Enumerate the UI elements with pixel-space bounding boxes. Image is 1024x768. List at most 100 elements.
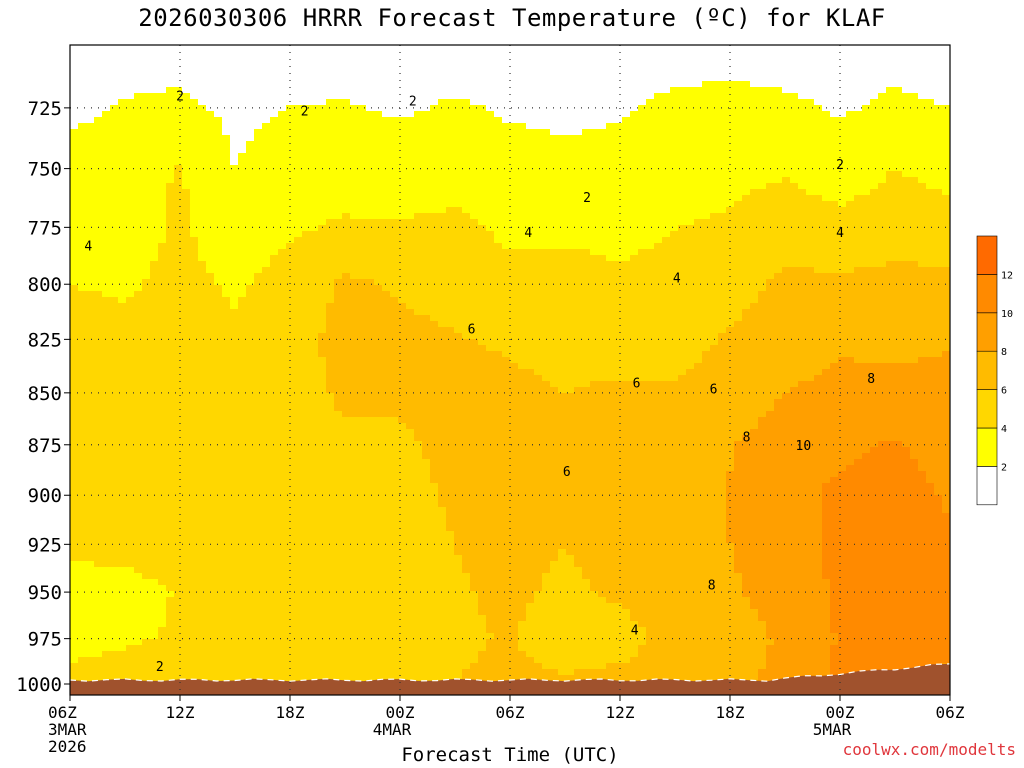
heat-cell: [214, 99, 223, 106]
heat-cell: [422, 597, 431, 604]
heat-cell: [198, 393, 207, 400]
heat-cell: [118, 105, 127, 112]
heat-cell: [174, 447, 183, 454]
heat-cell: [70, 309, 79, 316]
heat-cell: [222, 153, 231, 160]
heat-cell: [326, 441, 335, 448]
heat-cell: [254, 333, 263, 340]
heat-cell: [94, 381, 103, 388]
heat-cell: [94, 357, 103, 364]
heat-cell: [158, 51, 167, 58]
heat-cell: [406, 315, 415, 322]
heat-cell: [398, 279, 407, 286]
heat-cell: [326, 249, 335, 256]
heat-cell: [302, 141, 311, 148]
heat-cell: [126, 669, 135, 676]
heat-cell: [166, 63, 175, 70]
heat-cell: [70, 561, 79, 568]
heat-cell: [182, 675, 191, 682]
heat-cell: [182, 195, 191, 202]
heat-cell: [70, 543, 79, 550]
heat-cell: [150, 585, 159, 592]
heat-cell: [158, 537, 167, 544]
heat-cell: [174, 669, 183, 676]
heat-cell: [398, 45, 407, 52]
heat-cell: [70, 615, 79, 622]
heat-cell: [382, 315, 391, 322]
heat-cell: [126, 435, 135, 442]
heat-cell: [70, 399, 79, 406]
heat-cell: [182, 555, 191, 562]
heat-cell: [126, 531, 135, 538]
heat-cell: [310, 135, 319, 142]
heat-cell: [390, 531, 399, 538]
heat-cell: [278, 477, 287, 484]
heat-cell: [302, 429, 311, 436]
heat-cell: [238, 483, 247, 490]
heat-cell: [222, 591, 231, 598]
heat-cell: [342, 387, 351, 394]
heat-cell: [430, 51, 439, 58]
heat-cell: [238, 645, 247, 652]
heat-cell: [358, 615, 367, 622]
heat-cell: [430, 339, 439, 346]
heat-cell: [366, 195, 375, 202]
heat-cell: [78, 357, 87, 364]
heat-cell: [110, 207, 119, 214]
heat-cell: [222, 381, 231, 388]
heat-cell: [238, 81, 247, 88]
heat-cell: [390, 615, 399, 622]
heat-cell: [358, 657, 367, 664]
heat-cell: [166, 375, 175, 382]
heat-cell: [190, 381, 199, 388]
heat-cell: [134, 87, 143, 94]
heat-cell: [374, 255, 383, 262]
heat-cell: [102, 369, 111, 376]
heat-cell: [166, 657, 175, 664]
heat-cell: [430, 495, 439, 502]
heat-cell: [174, 531, 183, 538]
heat-cell: [398, 297, 407, 304]
heat-cell: [174, 219, 183, 226]
heat-cell: [406, 51, 415, 58]
heat-cell: [246, 489, 255, 496]
heat-cell: [206, 345, 215, 352]
heat-cell: [214, 267, 223, 274]
heat-cell: [358, 273, 367, 280]
heat-cell: [422, 189, 431, 196]
heat-cell: [326, 63, 335, 70]
heat-cell: [102, 585, 111, 592]
heat-cell: [414, 129, 423, 136]
heat-cell: [310, 219, 319, 226]
heat-cell: [70, 189, 79, 196]
heat-cell: [150, 333, 159, 340]
heat-cell: [70, 243, 79, 250]
heat-cell: [86, 495, 95, 502]
heat-cell: [158, 303, 167, 310]
heat-cell: [134, 153, 143, 160]
heat-cell: [430, 591, 439, 598]
heat-cell: [134, 447, 143, 454]
heat-cell: [358, 267, 367, 274]
heat-cell: [350, 579, 359, 586]
heat-cell: [398, 543, 407, 550]
heat-cell: [358, 189, 367, 196]
heat-cell: [294, 369, 303, 376]
heat-cell: [254, 525, 263, 532]
heat-cell: [86, 477, 95, 484]
heat-cell: [118, 603, 127, 610]
heat-cell: [94, 261, 103, 268]
heat-cell: [398, 333, 407, 340]
heat-cell: [406, 267, 415, 274]
heat-cell: [278, 207, 287, 214]
heat-cell: [254, 99, 263, 106]
heat-cell: [294, 567, 303, 574]
heat-cell: [206, 147, 215, 154]
heat-cell: [158, 189, 167, 196]
heat-cell: [94, 465, 103, 472]
heat-cell: [390, 555, 399, 562]
heat-cell: [294, 669, 303, 676]
heat-cell: [302, 333, 311, 340]
heat-cell: [222, 441, 231, 448]
heat-cell: [198, 309, 207, 316]
